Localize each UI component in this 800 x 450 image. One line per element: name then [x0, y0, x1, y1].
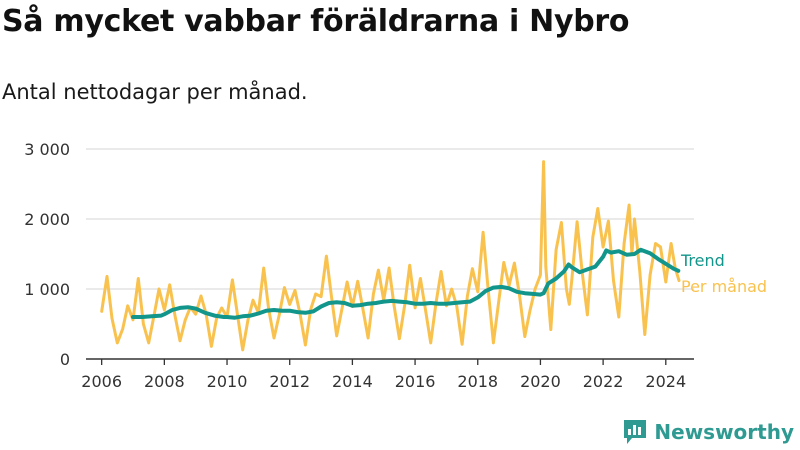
y-tick-label: 3 000: [24, 140, 70, 159]
x-tick-label: 2016: [395, 372, 436, 391]
brand-logo: Newsworthy: [622, 418, 794, 446]
x-tick-label: 2018: [457, 372, 498, 391]
x-tick-label: 2006: [81, 372, 122, 391]
x-tick-label: 2010: [207, 372, 248, 391]
series-lines: [100, 160, 681, 352]
x-tick-label: 2012: [269, 372, 310, 391]
brand-name: Newsworthy: [654, 420, 794, 444]
y-tick-label: 0: [60, 350, 70, 369]
legend: Per månad Trend: [680, 251, 767, 296]
legend-label-trend: Trend: [680, 251, 725, 270]
x-tick-label: 2014: [332, 372, 373, 391]
chart-title: Så mycket vabbar föräldrarna i Nybro: [2, 4, 630, 39]
y-tick-label: 2 000: [24, 210, 70, 229]
x-tick-label: 2020: [520, 372, 561, 391]
legend-label-per-manad: Per månad: [681, 277, 767, 296]
y-axis-ticks: 0 1 000 2 000 3 000: [24, 140, 70, 369]
x-tick-label: 2024: [645, 372, 686, 391]
series-line-trend: [131, 247, 681, 320]
x-tick-label: 2022: [583, 372, 624, 391]
x-tick-label: 2008: [144, 372, 185, 391]
chart-subtitle: Antal nettodagar per månad.: [2, 80, 308, 104]
x-axis: 2006 2008 2010 2012 2014 2016 2018 2020 2022 2024: [81, 358, 694, 391]
gridlines: [86, 148, 694, 290]
newsworthy-logo-icon: [624, 420, 647, 444]
y-tick-label: 1 000: [24, 280, 70, 299]
series-line-per-manad: [100, 160, 681, 352]
